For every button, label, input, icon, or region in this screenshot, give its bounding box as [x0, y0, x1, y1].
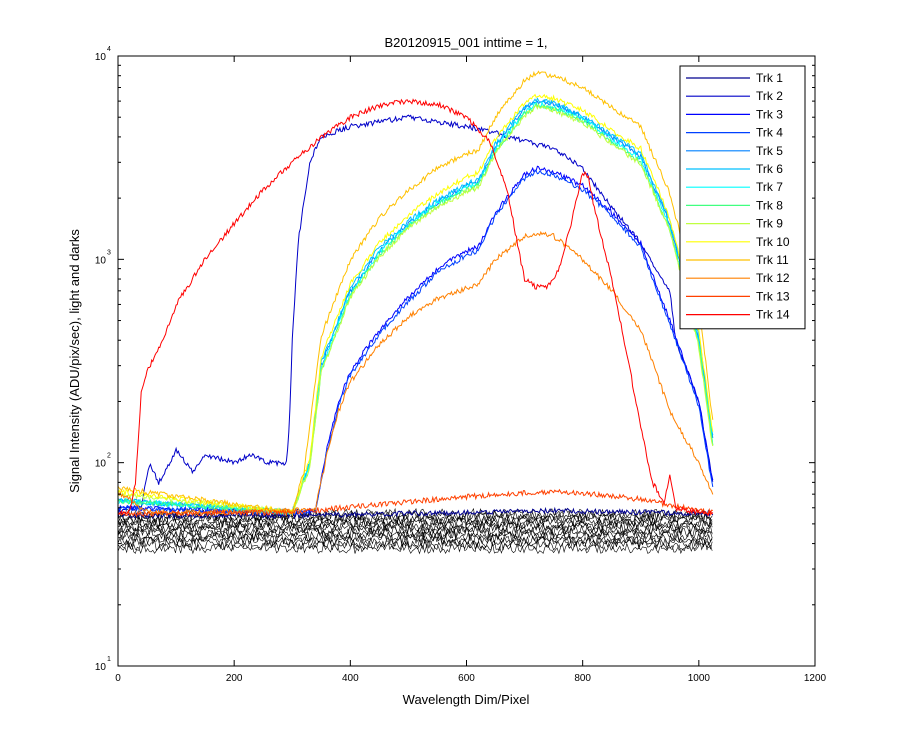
x-tick-label: 800	[574, 673, 591, 684]
dark-trace	[117, 507, 713, 521]
legend-entry: Trk 12	[756, 271, 790, 285]
y-tick-exponent: 1	[107, 656, 111, 663]
y-tick-label: 10	[95, 255, 107, 266]
y-tick-exponent: 2	[107, 453, 111, 460]
chart-title: B20120915_001 inttime = 1,	[385, 35, 548, 50]
series-line	[117, 70, 714, 517]
dark-trace	[117, 509, 713, 523]
y-tick-exponent: 4	[107, 46, 111, 53]
legend-entry: Trk 14	[756, 308, 790, 322]
series-line	[117, 488, 713, 517]
y-tick-label: 10	[95, 459, 107, 470]
darks-band	[117, 507, 713, 555]
legend-entry: Trk 2	[756, 89, 783, 103]
series-lines	[117, 70, 714, 520]
dark-trace	[117, 519, 713, 533]
y-tick-label: 10	[95, 52, 107, 63]
legend-entry: Trk 13	[756, 289, 790, 303]
x-tick-label: 200	[226, 673, 243, 684]
series-line	[117, 103, 714, 515]
x-tick-label: 1200	[804, 673, 827, 684]
x-axis-label: Wavelength Dim/Pixel	[403, 692, 530, 707]
legend: Trk 1 Trk 2 Trk 3 Trk 4 Trk 5 Trk 6 Trk 7 Trk 8…	[679, 65, 806, 330]
x-tick-label: 400	[342, 673, 359, 684]
legend-entry: Trk 1	[756, 71, 783, 85]
legend-entry: Trk 7	[756, 180, 783, 194]
x-tick-label: 1000	[688, 673, 711, 684]
series-line	[117, 93, 714, 516]
x-tick-label: 0	[115, 673, 121, 684]
series-line	[117, 97, 714, 516]
series-line	[117, 506, 714, 520]
legend-entry: Trk 5	[756, 144, 783, 158]
series-line	[117, 230, 714, 516]
legend-box	[679, 65, 806, 330]
legend-entry: Trk 6	[756, 162, 783, 176]
legend-entry: Trk 8	[756, 198, 783, 212]
y-tick-label: 10	[95, 662, 107, 673]
dark-trace	[117, 517, 713, 530]
dark-trace	[117, 524, 713, 538]
dark-trace	[117, 538, 713, 552]
legend-entry: Trk 3	[756, 107, 783, 121]
y-tick-exponent: 3	[107, 249, 111, 256]
x-tick-label: 600	[458, 673, 475, 684]
legend-entry: Trk 11	[756, 253, 789, 267]
legend-entry: Trk 10	[756, 235, 790, 249]
x-axis-ticks: 0 200 400 600 800 1000 1200	[115, 56, 827, 684]
dark-trace	[117, 527, 713, 540]
series-line	[117, 98, 714, 517]
y-axis-label: Signal Intensity (ADU/pix/sec), light an…	[67, 229, 82, 493]
legend-entry: Trk 9	[756, 217, 783, 231]
series-line	[117, 114, 714, 516]
legend-entry: Trk 4	[756, 126, 783, 140]
series-line	[117, 102, 714, 516]
